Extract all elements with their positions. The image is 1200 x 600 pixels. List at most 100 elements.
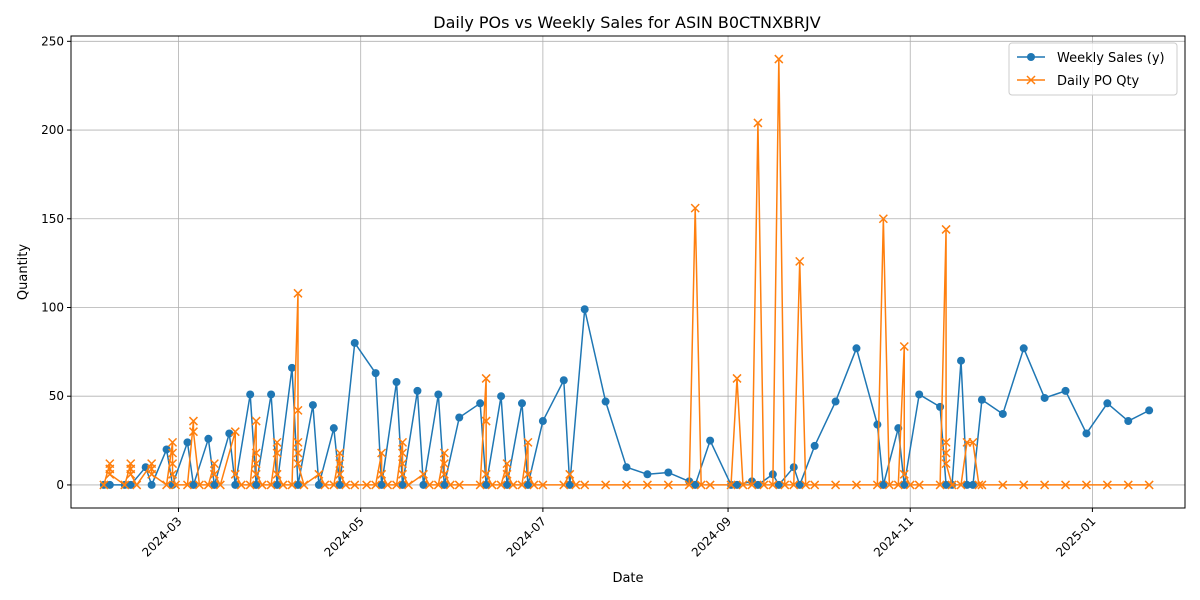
data-point [726, 480, 736, 490]
data-point [905, 480, 915, 490]
data-point [496, 480, 506, 490]
data-point [1061, 386, 1070, 395]
data-point [362, 480, 372, 490]
data-point [403, 480, 414, 490]
data-point [299, 480, 309, 490]
data-point [168, 448, 178, 458]
data-point [795, 480, 804, 489]
data-point [188, 427, 198, 437]
data-point [968, 437, 978, 447]
data-point [663, 480, 673, 490]
data-point [397, 448, 408, 458]
data-point [392, 378, 401, 387]
data-point [1040, 393, 1049, 402]
data-point [559, 480, 569, 490]
data-point [377, 480, 386, 489]
data-point [968, 480, 977, 489]
data-point [998, 480, 1008, 490]
data-point [1145, 406, 1154, 415]
data-point [1123, 480, 1133, 490]
data-point [915, 390, 924, 399]
legend-sales-marker [1027, 53, 1035, 61]
data-point [810, 441, 819, 450]
data-point [529, 480, 539, 490]
data-point [759, 480, 769, 490]
data-point [335, 459, 345, 469]
data-point [183, 438, 192, 447]
data-point [956, 480, 966, 490]
data-point [251, 416, 261, 426]
data-point [1103, 399, 1112, 408]
data-point [935, 480, 945, 490]
data-point [105, 480, 114, 489]
data-point [936, 402, 945, 411]
data-point [204, 434, 213, 443]
legend: Weekly Sales (y) Daily PO Qty [1008, 42, 1178, 96]
data-point [523, 469, 533, 479]
data-point [434, 390, 443, 399]
data-point [168, 459, 178, 469]
data-point [329, 424, 338, 433]
data-point [162, 480, 172, 490]
x-axis-title: Date [612, 571, 643, 586]
data-point [517, 480, 527, 490]
data-point [132, 480, 142, 490]
data-point [502, 459, 512, 469]
data-point [801, 480, 811, 490]
data-point [168, 469, 178, 479]
data-point [768, 480, 778, 490]
data-point [440, 480, 449, 489]
data-point [171, 480, 181, 490]
data-point [1081, 480, 1091, 490]
data-point [189, 480, 198, 489]
data-point [523, 480, 532, 489]
data-point [278, 480, 288, 490]
data-point [642, 480, 652, 490]
data-point [350, 480, 360, 490]
data-point [622, 463, 631, 472]
data-point [831, 397, 840, 406]
data-point [383, 480, 393, 490]
data-point [523, 437, 533, 447]
data-point [245, 480, 255, 490]
data-point [1144, 480, 1154, 490]
data-point [246, 390, 255, 399]
x-tick-label: 2024-07 [504, 514, 549, 559]
data-point [998, 409, 1007, 418]
data-point [230, 469, 240, 479]
x-tick-label: 2024-03 [139, 514, 184, 559]
series-line [103, 58, 1150, 486]
data-point [947, 480, 957, 490]
legend-po-marker [1026, 75, 1036, 85]
data-point [601, 480, 611, 490]
data-point [872, 480, 882, 490]
data-point [168, 437, 178, 447]
data-point [780, 480, 790, 490]
data-point [126, 469, 136, 479]
data-point [424, 480, 434, 490]
y-axis: 0 50 100 150 200 250 [41, 34, 71, 492]
chart-title: Daily POs vs Weekly Sales for ASIN B0CTN… [433, 13, 820, 32]
data-point [508, 480, 518, 490]
data-point [439, 469, 449, 479]
x-axis: 2024-03 2024-05 2024-07 2024-09 2024-11 2025-… [139, 508, 1099, 560]
data-point [230, 427, 240, 437]
data-point [455, 413, 464, 422]
x-tick-label: 2024-11 [871, 514, 916, 559]
data-point [706, 436, 715, 445]
data-point [774, 54, 784, 64]
data-point [147, 469, 157, 479]
data-point [120, 480, 130, 490]
data-point [753, 118, 763, 128]
data-point [147, 480, 156, 489]
data-point [664, 468, 673, 477]
data-point [733, 480, 742, 489]
data-point [273, 480, 282, 489]
data-point [559, 376, 568, 385]
data-point [747, 480, 757, 490]
data-point [502, 469, 512, 479]
data-point [335, 480, 344, 489]
data-point [974, 480, 984, 490]
data-point [445, 480, 455, 490]
